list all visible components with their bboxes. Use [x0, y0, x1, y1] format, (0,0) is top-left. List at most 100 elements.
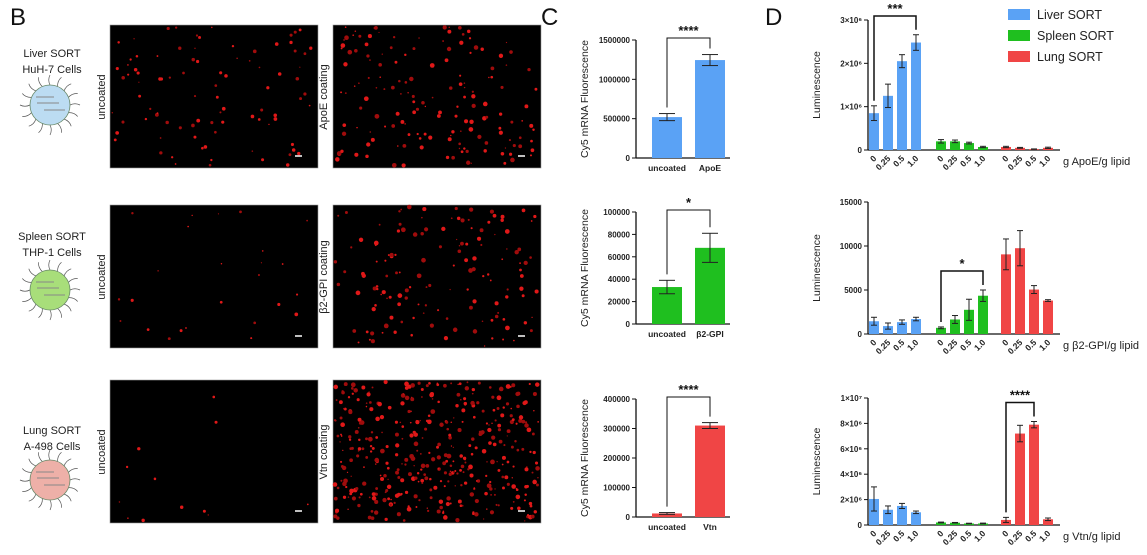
cell-signal: [401, 463, 403, 465]
cell-signal: [404, 395, 410, 401]
x-tick-label: 0.25: [874, 337, 893, 356]
cell-signal: [459, 40, 464, 45]
peg-chain: [57, 123, 62, 133]
cell-signal: [366, 142, 371, 147]
cell-signal: [372, 286, 377, 291]
lipid-nanoparticle: [29, 459, 71, 501]
cell-signal: [500, 151, 505, 156]
cell-signal: [365, 405, 368, 408]
cell-signal: [406, 506, 412, 512]
cell-signal: [498, 126, 502, 130]
cell-signal: [380, 293, 382, 296]
cell-signal: [449, 288, 451, 291]
significance-bracket: [666, 37, 711, 108]
cell-signal: [252, 49, 257, 54]
cell-signal: [450, 217, 453, 220]
cell-signal: [285, 163, 290, 167]
cell-signal: [488, 441, 492, 445]
y-tick-label: 5000: [844, 286, 862, 295]
bar: [950, 141, 960, 150]
cell-signal: [476, 479, 481, 483]
cell-signal: [397, 302, 401, 307]
cell-signal: [416, 273, 422, 279]
cell-signal: [119, 320, 122, 322]
y-tick-label: 0: [626, 320, 631, 329]
cell-signal: [524, 104, 529, 109]
cell-signal: [182, 71, 185, 75]
cell-signal: [457, 428, 462, 433]
cell-signal: [156, 55, 159, 57]
image-label-left: uncoated: [96, 429, 108, 474]
cell-signal: [401, 437, 404, 440]
cell-signal: [448, 26, 450, 28]
bar: [978, 146, 988, 150]
y-tick-label: 0: [858, 146, 863, 155]
cell-signal: [465, 149, 469, 153]
cell-signal: [493, 493, 496, 496]
cell-signal: [350, 382, 356, 388]
bar: [695, 60, 725, 159]
x-tick-label: 0.5: [958, 528, 974, 544]
cell-signal: [443, 485, 446, 488]
cell-signal: [497, 311, 500, 314]
cell-signal: [500, 218, 504, 222]
cell-signal: [417, 381, 421, 385]
cell-signal: [332, 482, 338, 487]
cell-signal: [506, 482, 510, 486]
cell-signal: [509, 385, 512, 388]
cell-signal: [340, 433, 342, 436]
cell-signal: [424, 227, 429, 232]
cell-signal: [356, 398, 360, 402]
cell-signal: [115, 66, 119, 71]
cell-signal: [353, 85, 356, 87]
cell-signal: [495, 503, 498, 506]
cell-signal: [191, 123, 195, 128]
cell-signal: [533, 410, 535, 412]
cell-signal: [416, 472, 420, 475]
cell-signal: [436, 445, 440, 449]
cell-signal: [236, 57, 238, 59]
cell-signal: [351, 496, 357, 501]
cell-signal: [420, 463, 426, 469]
cell-signal: [521, 447, 525, 451]
cell-signal: [178, 46, 182, 50]
significance-label: ****: [678, 23, 699, 38]
cell-signal: [476, 236, 482, 241]
cell-signal: [374, 499, 379, 505]
cell-signal: [491, 435, 496, 440]
cell-signal: [393, 330, 397, 334]
x-tick-label: 0.25: [1006, 528, 1025, 547]
cell-signal: [427, 414, 431, 417]
cell-signal: [505, 402, 510, 406]
x-axis-label: g Vtn/g lipid: [1063, 531, 1120, 543]
cell-signal: [471, 267, 476, 272]
cell-signal: [306, 503, 309, 506]
cell-signal: [357, 447, 362, 451]
cell-signal: [446, 427, 450, 431]
cell-signal: [498, 130, 503, 135]
cell-signal: [349, 458, 353, 463]
cell-signal: [395, 111, 400, 116]
cell-signal: [396, 145, 399, 147]
cell-signal: [214, 84, 218, 87]
cell-signal: [210, 121, 214, 125]
cell-signal: [510, 120, 514, 124]
cell-signal: [443, 471, 447, 475]
cell-signal: [293, 49, 297, 53]
cell-signal: [384, 517, 388, 521]
cell-signal: [526, 514, 530, 517]
cell-signal: [492, 408, 496, 412]
cell-signal: [459, 504, 463, 508]
cell-signal: [201, 146, 204, 150]
cell-signal: [400, 227, 406, 233]
cell-signal: [491, 395, 495, 399]
cell-signal: [524, 467, 529, 472]
significance-label: *: [959, 256, 965, 271]
bar: [1015, 433, 1025, 525]
cell-signal: [449, 86, 453, 90]
cell-signal: [341, 131, 347, 136]
cell-signal: [409, 76, 414, 82]
cell-signal: [374, 26, 378, 30]
cell-signal: [127, 517, 129, 519]
cell-signal: [442, 511, 445, 515]
